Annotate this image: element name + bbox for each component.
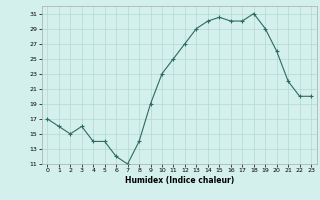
X-axis label: Humidex (Indice chaleur): Humidex (Indice chaleur) [124,176,234,185]
